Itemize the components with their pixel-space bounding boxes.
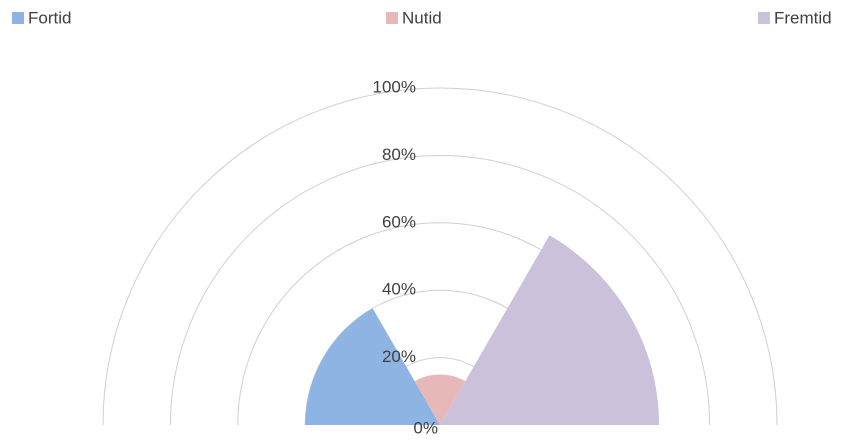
legend-swatch xyxy=(758,12,770,24)
grid-ring xyxy=(169,154,711,426)
sector xyxy=(440,235,660,425)
sector xyxy=(305,308,440,425)
sector xyxy=(414,374,466,425)
legend-label: Fortid xyxy=(28,8,71,27)
legend-swatch xyxy=(12,12,24,24)
legend-label: Nutid xyxy=(402,8,442,27)
legend-swatch xyxy=(386,12,398,24)
legend-label: Fremtid xyxy=(774,8,832,27)
r-tick-label: 0% xyxy=(413,418,438,437)
r-tick-label: 40% xyxy=(382,280,416,299)
r-tick-label: 20% xyxy=(382,347,416,366)
r-tick-label: 60% xyxy=(382,212,416,231)
grid-ring xyxy=(102,87,778,426)
r-tick-label: 80% xyxy=(382,145,416,164)
r-tick-label: 100% xyxy=(373,77,416,96)
